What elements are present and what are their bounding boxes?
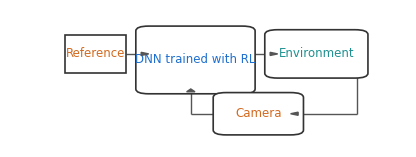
FancyBboxPatch shape (136, 26, 255, 94)
Polygon shape (141, 52, 149, 55)
Text: Camera: Camera (235, 107, 282, 120)
Polygon shape (270, 52, 278, 55)
Polygon shape (187, 89, 195, 92)
Text: Reference: Reference (66, 47, 125, 60)
FancyBboxPatch shape (265, 30, 368, 78)
FancyBboxPatch shape (213, 93, 304, 135)
Text: Environment: Environment (279, 47, 354, 60)
Polygon shape (291, 112, 298, 115)
FancyBboxPatch shape (65, 35, 126, 73)
Text: DNN trained with RL: DNN trained with RL (135, 53, 256, 66)
